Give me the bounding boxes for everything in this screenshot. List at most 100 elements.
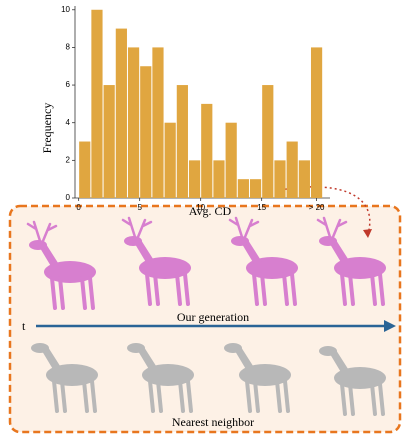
bar [310, 47, 323, 198]
generated-deer-part [252, 272, 259, 306]
bar [140, 66, 152, 198]
y-axis-label: Frequency [40, 103, 54, 154]
bar [262, 85, 274, 198]
x-tick-label: 0 [76, 203, 81, 212]
neighbor-shape-part [138, 347, 158, 371]
generated-deer-part [124, 236, 142, 246]
neighbor-shape-part [253, 379, 260, 413]
generated-deer-part [340, 272, 347, 306]
generated-deer-part [242, 240, 262, 264]
y-tick-label: 4 [66, 118, 71, 127]
y-tick-label: 8 [66, 43, 71, 52]
generated-deer [316, 216, 386, 306]
generated-deer-part [330, 240, 350, 264]
neighbor-shape-part [90, 379, 97, 413]
generated-deer-part [370, 272, 377, 306]
bar [176, 85, 188, 198]
bar [152, 47, 164, 198]
x-tick-label: 5 [137, 203, 142, 212]
bar [298, 160, 310, 198]
neighbor-shape-part [275, 379, 282, 413]
bar [201, 103, 213, 198]
neighbor-shape-part [31, 343, 49, 353]
bar [237, 179, 249, 198]
generated-deer-part [135, 240, 155, 264]
bar [274, 160, 286, 198]
bar [91, 9, 103, 198]
generated-deer-part [26, 220, 58, 243]
generated-deer-part [40, 244, 60, 268]
x-tick-label: 15 [257, 203, 266, 212]
neighbor-shape-part [148, 379, 155, 413]
generated-deer-part [319, 236, 337, 246]
generated-deer-part [88, 276, 95, 310]
neighbor-shape [31, 343, 98, 413]
neighbor-shape-part [378, 382, 385, 416]
time-arrow-head [384, 320, 396, 332]
y-tick-label: 6 [66, 80, 71, 89]
generated-deer-part [29, 240, 47, 250]
bar [188, 160, 201, 198]
neighbor-shape-part [156, 379, 163, 413]
callout-arrow-head [363, 229, 372, 238]
generated-deer [228, 216, 298, 306]
bar [79, 141, 91, 198]
neighbor-shape-part [178, 379, 185, 413]
bottom-caption: Nearest neighbor [172, 415, 254, 429]
generated-deer-part [121, 216, 153, 239]
bar [164, 122, 176, 198]
neighbor-shape-part [42, 347, 62, 371]
neighbor-shape-part [283, 379, 290, 413]
x-tick-label: > 20 [309, 203, 325, 212]
neighbor-shape-part [348, 382, 355, 416]
neighbor-shape [224, 343, 291, 413]
generated-deer-part [378, 272, 385, 306]
bar [127, 47, 140, 198]
generated-deer-part [175, 272, 182, 306]
generated-deer-part [145, 272, 152, 306]
neighbor-shape-part [245, 379, 252, 413]
bar [115, 28, 127, 198]
time-label: t [22, 319, 26, 333]
top-caption: Our generation [177, 310, 249, 324]
generated-deer-part [228, 216, 260, 239]
panel-frame [8, 204, 402, 434]
neighbor-shape [319, 346, 386, 416]
neighbor-shape-part [319, 346, 337, 356]
neighbor-shape-part [330, 350, 350, 374]
neighbor-shape-part [60, 379, 67, 413]
neighbor-shape-part [235, 347, 255, 371]
y-tick-label: 0 [66, 193, 71, 202]
x-axis-label: Avg. CD [189, 204, 232, 218]
generated-deer [26, 220, 96, 310]
neighbor-shape-part [370, 382, 377, 416]
bar [249, 179, 262, 198]
bar [286, 141, 298, 198]
y-tick-label: 2 [66, 155, 71, 164]
neighbor-shape-part [52, 379, 59, 413]
generated-deer-part [282, 272, 289, 306]
neighbor-shape-part [186, 379, 193, 413]
neighbor-shape [127, 343, 194, 413]
generated-deer-part [58, 276, 65, 310]
generated-deer-part [231, 236, 249, 246]
neighbor-shape-part [224, 343, 242, 353]
neighbor-shape-part [127, 343, 145, 353]
y-tick-label: 10 [61, 5, 70, 14]
callout-arrow [274, 186, 371, 235]
bar [225, 122, 237, 198]
x-tick-label: 10 [196, 203, 205, 212]
generated-deer-part [153, 272, 160, 306]
generated-deer-part [183, 272, 190, 306]
generated-deer-part [260, 272, 267, 306]
generated-deer-part [316, 216, 348, 239]
generated-deer-part [80, 276, 87, 310]
bar [103, 85, 115, 198]
bar [213, 160, 225, 198]
generated-deer [121, 216, 191, 306]
neighbor-shape-part [82, 379, 89, 413]
neighbor-shape-part [340, 382, 347, 416]
generated-deer-part [50, 276, 57, 310]
generated-deer-part [290, 272, 297, 306]
